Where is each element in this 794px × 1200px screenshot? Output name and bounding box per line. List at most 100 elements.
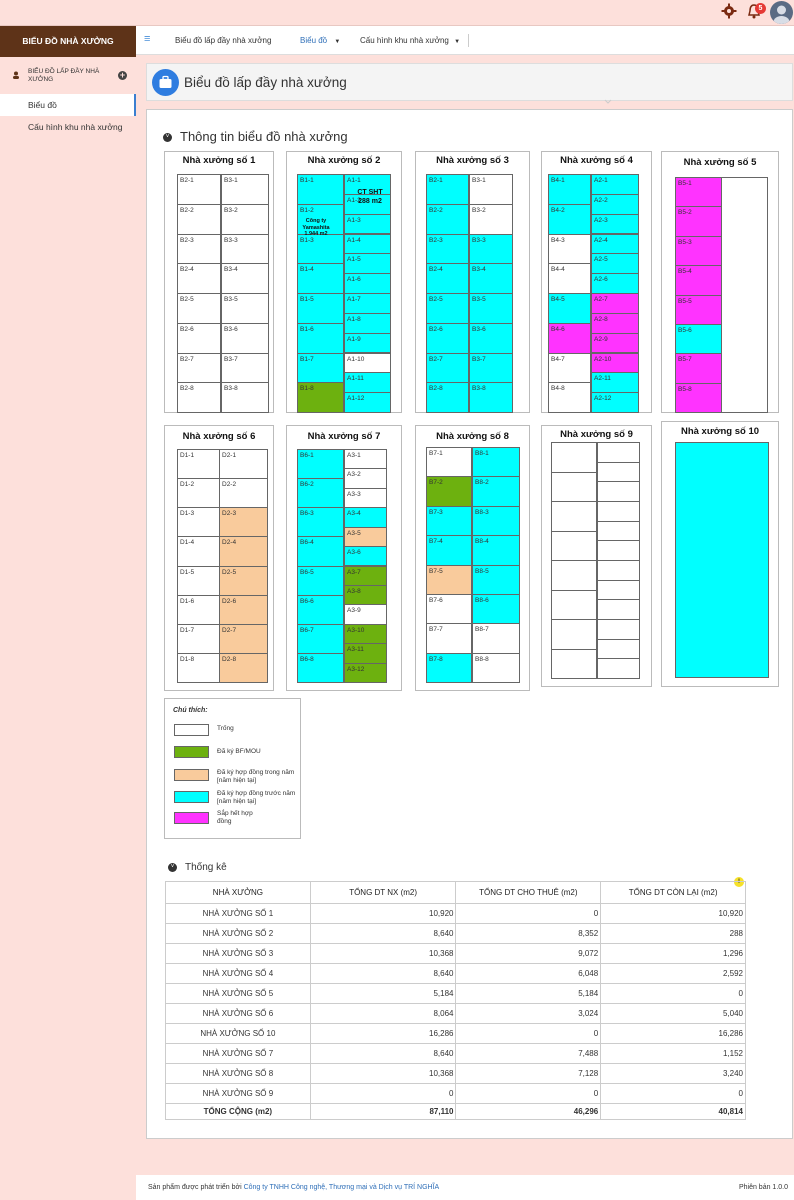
unit-cell[interactable]: A3-1: [344, 449, 387, 470]
unit-cell[interactable]: [597, 461, 640, 483]
unit-cell[interactable]: B3-2: [221, 203, 269, 235]
chevron-down-icon[interactable]: [604, 99, 612, 104]
unit-cell[interactable]: B1-8: [297, 382, 344, 413]
unit-cell[interactable]: B7-7: [426, 623, 472, 654]
unit-cell[interactable]: [597, 481, 640, 502]
sidebar-item-config[interactable]: Cấu hình khu nhà xưởng: [28, 122, 123, 132]
unit-cell[interactable]: B4-5: [548, 293, 591, 324]
unit-cell[interactable]: B3-6: [221, 322, 269, 354]
unit-cell[interactable]: B2-5: [177, 293, 221, 324]
unit-cell[interactable]: B6-4: [297, 536, 344, 567]
unit-cell[interactable]: B2-8: [177, 382, 221, 413]
unit-cell[interactable]: A2-10: [591, 352, 639, 374]
unit-cell[interactable]: A1-11: [344, 372, 391, 394]
unit-cell[interactable]: A1-7: [344, 293, 391, 314]
nav-chart-dropdown[interactable]: Biểu đồ ▼: [300, 26, 340, 57]
unit-cell[interactable]: B3-5: [469, 293, 513, 324]
unit-cell[interactable]: B4-8: [548, 382, 591, 413]
unit-cell[interactable]: B4-7: [548, 352, 591, 384]
unit-cell[interactable]: B8-1: [472, 447, 520, 478]
unit-cell[interactable]: [551, 560, 597, 591]
unit-cell[interactable]: A2-5: [591, 253, 639, 275]
unit-cell[interactable]: [597, 520, 640, 542]
hamburger-menu-icon[interactable]: ≡: [144, 33, 151, 45]
unit-cell[interactable]: [597, 599, 640, 620]
unit-cell[interactable]: [597, 442, 640, 463]
unit-cell[interactable]: B3-4: [221, 263, 269, 294]
unit-cell[interactable]: A2-6: [591, 273, 639, 294]
unit-cell[interactable]: B8-7: [472, 623, 520, 654]
gear-icon[interactable]: [721, 3, 737, 19]
unit-cell[interactable]: A3-11: [344, 643, 387, 664]
unit-cell[interactable]: B5-3: [675, 235, 722, 267]
unit-cell[interactable]: [551, 619, 597, 650]
unit-cell[interactable]: A3-5: [344, 526, 387, 548]
unit-cell[interactable]: D2-8: [219, 652, 268, 683]
unit-cell[interactable]: B3-4: [469, 263, 513, 294]
unit-cell[interactable]: B3-1: [221, 174, 269, 205]
unit-cell[interactable]: B6-3: [297, 507, 344, 538]
unit-cell[interactable]: A3-8: [344, 584, 387, 606]
unit-cell[interactable]: B8-5: [472, 564, 520, 595]
unit-cell[interactable]: D1-6: [177, 594, 220, 625]
unit-cell[interactable]: B2-2: [177, 203, 221, 235]
unit-cell[interactable]: B7-1: [426, 447, 472, 478]
unit-cell[interactable]: B5-2: [675, 206, 722, 237]
unit-cell[interactable]: B6-2: [297, 478, 344, 509]
unit-cell[interactable]: B3-8: [469, 382, 513, 413]
stats-section-header[interactable]: ˅ Thống kê: [168, 862, 227, 873]
unit-cell[interactable]: A2-2: [591, 193, 639, 215]
unit-cell[interactable]: B3-7: [221, 352, 269, 384]
unit-cell[interactable]: [551, 589, 597, 620]
unit-cell[interactable]: B5-8: [675, 382, 722, 413]
unit-cell[interactable]: B8-2: [472, 476, 520, 507]
unit-cell[interactable]: D1-3: [177, 507, 220, 538]
unit-cell[interactable]: B1-7: [297, 352, 344, 384]
unit-cell[interactable]: B6-6: [297, 594, 344, 625]
unit-cell[interactable]: A3-2: [344, 468, 387, 489]
unit-cell[interactable]: A3-7: [344, 565, 387, 586]
unit-cell[interactable]: D1-7: [177, 623, 220, 654]
unit-cell[interactable]: B5-1: [675, 177, 722, 208]
unit-cell[interactable]: D2-3: [219, 507, 268, 538]
unit-cell[interactable]: B6-1: [297, 449, 344, 480]
unit-cell[interactable]: B2-3: [426, 233, 469, 265]
unit-cell[interactable]: [675, 442, 769, 678]
unit-cell[interactable]: D2-4: [219, 536, 268, 567]
nav-fill-chart[interactable]: Biểu đồ lấp đầy nhà xưởng: [175, 36, 272, 45]
unit-cell[interactable]: B7-4: [426, 535, 472, 566]
unit-cell[interactable]: B5-6: [675, 323, 722, 355]
unit-cell[interactable]: B1-3: [297, 233, 344, 265]
unit-cell[interactable]: A3-9: [344, 604, 387, 625]
unit-cell[interactable]: B7-3: [426, 505, 472, 537]
unit-cell[interactable]: B4-3: [548, 233, 591, 265]
unit-cell[interactable]: D2-7: [219, 623, 268, 654]
unit-cell[interactable]: B8-3: [472, 505, 520, 537]
unit-cell[interactable]: B2-7: [177, 352, 221, 384]
unit-cell[interactable]: B6-7: [297, 623, 344, 654]
unit-cell[interactable]: [551, 442, 597, 473]
unit-cell[interactable]: D1-1: [177, 449, 220, 480]
unit-cell[interactable]: B4-1: [548, 174, 591, 205]
unit-cell[interactable]: A2-8: [591, 312, 639, 334]
unit-cell[interactable]: A2-1: [591, 174, 639, 195]
unit-cell[interactable]: B7-5: [426, 564, 472, 595]
unit-cell[interactable]: B5-4: [675, 265, 722, 296]
unit-cell[interactable]: A2-11: [591, 372, 639, 394]
unit-cell[interactable]: B3-8: [221, 382, 269, 413]
unit-cell[interactable]: B3-5: [221, 293, 269, 324]
unit-cell[interactable]: B3-3: [469, 233, 513, 265]
unit-cell[interactable]: [597, 658, 640, 679]
unit-cell[interactable]: D2-6: [219, 594, 268, 625]
unit-cell[interactable]: B7-6: [426, 593, 472, 625]
unit-cell[interactable]: [597, 501, 640, 522]
unit-cell[interactable]: D2-1: [219, 449, 268, 480]
unit-cell[interactable]: B2-4: [426, 263, 469, 294]
unit-cell[interactable]: B2-3: [177, 233, 221, 265]
unit-cell[interactable]: A2-12: [591, 392, 639, 413]
unit-cell[interactable]: B2-1: [177, 174, 221, 205]
unit-cell[interactable]: A3-3: [344, 487, 387, 509]
unit-cell[interactable]: [551, 501, 597, 532]
unit-cell[interactable]: A1-8: [344, 312, 391, 334]
unit-cell[interactable]: A1-12: [344, 392, 391, 413]
